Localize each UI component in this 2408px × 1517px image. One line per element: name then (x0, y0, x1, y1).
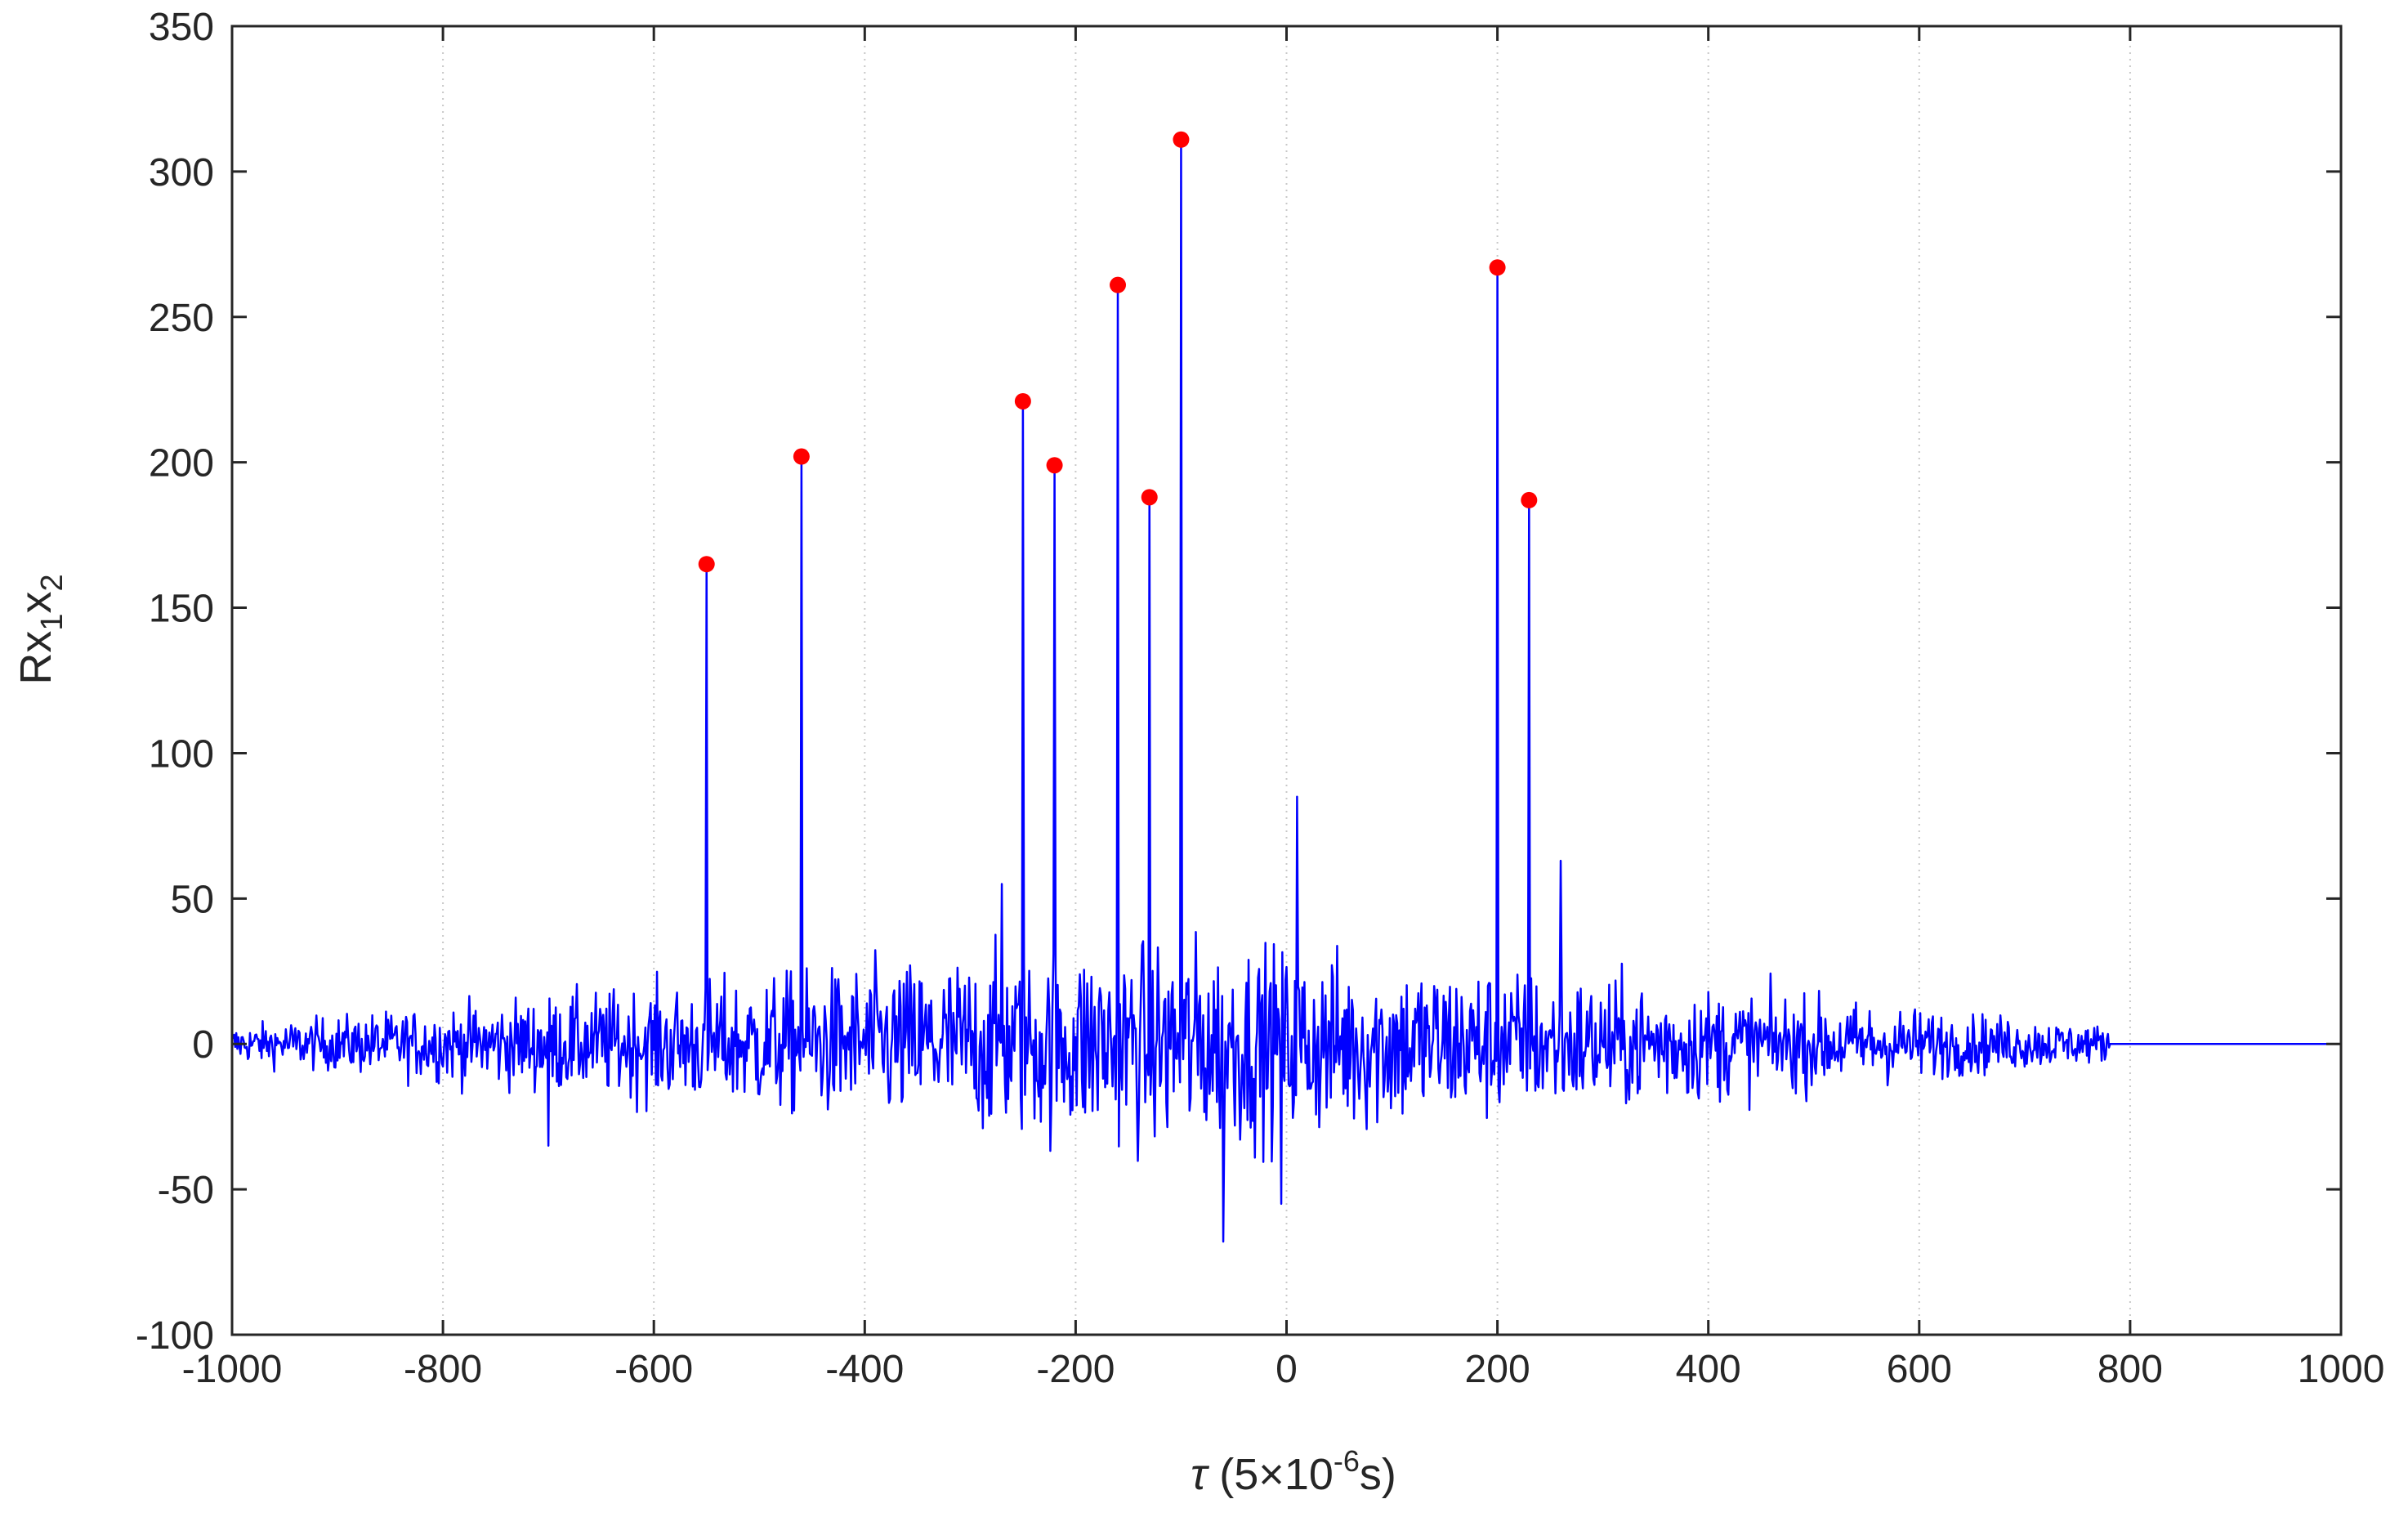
y-tick-label: -100 (136, 1314, 214, 1358)
y-axis-label-base: Rx (11, 631, 60, 685)
x-tick-label: 1000 (2298, 1348, 2385, 1391)
y-tick-label: 0 (192, 1023, 214, 1067)
y-tick-label: -50 (158, 1169, 214, 1212)
signal-line (230, 138, 2341, 1243)
x-axis-label-unit-end: s) (1360, 1450, 1396, 1499)
y-axis-label-sub1: 1 (35, 614, 69, 631)
y-tick-label: 100 (149, 732, 214, 776)
y-axis-label-mid: x (11, 592, 60, 614)
x-tick-label: 0 (1275, 1348, 1298, 1391)
y-tick-label: 200 (149, 442, 214, 486)
signal-series (230, 138, 2341, 1243)
x-tick-label: 600 (1887, 1348, 1952, 1391)
peak-marker (793, 448, 810, 465)
x-tick-label: -400 (825, 1348, 904, 1391)
peak-marker (1141, 489, 1158, 506)
peak-marker (1046, 457, 1063, 474)
x-tick-label: -600 (614, 1348, 693, 1391)
x-tick-label: 400 (1676, 1348, 1741, 1391)
x-ticks: -1000 -800 -600 -400 -200 0 200 400 600 800 1000 (182, 26, 2385, 1391)
y-tick-label: 50 (171, 878, 214, 921)
x-axis-label-unit: (5×10 (1207, 1450, 1334, 1499)
y-tick-label: 350 (149, 6, 214, 49)
y-tick-label: 250 (149, 297, 214, 340)
peak-marker (1014, 392, 1031, 409)
x-tick-label: -800 (404, 1348, 482, 1391)
peak-marker (1521, 491, 1538, 508)
x-tick-label: -200 (1036, 1348, 1115, 1391)
y-tick-label: 300 (149, 151, 214, 195)
y-axis-label-sub2: 2 (35, 574, 69, 591)
y-tick-label: 150 (149, 588, 214, 631)
x-axis-label: τ (5×10-6s) (1191, 1444, 1396, 1499)
peak-markers (698, 131, 1538, 573)
peak-marker (698, 556, 715, 573)
x-tick-label: 200 (1465, 1348, 1530, 1391)
peak-marker (1173, 131, 1190, 148)
peak-marker (1489, 259, 1506, 276)
y-ticks: -100 -50 0 50 100 150 200 250 300 350 (136, 6, 2341, 1358)
x-axis-label-symbol: τ (1191, 1450, 1209, 1499)
y-axis-label: Rx1x2 (11, 574, 69, 684)
x-tick-label: -1000 (182, 1348, 283, 1391)
peak-marker (1110, 276, 1127, 293)
x-tick-label: 800 (2098, 1348, 2163, 1391)
x-axis-label-exponent: -6 (1334, 1444, 1360, 1478)
grid-lines (442, 26, 2131, 1335)
